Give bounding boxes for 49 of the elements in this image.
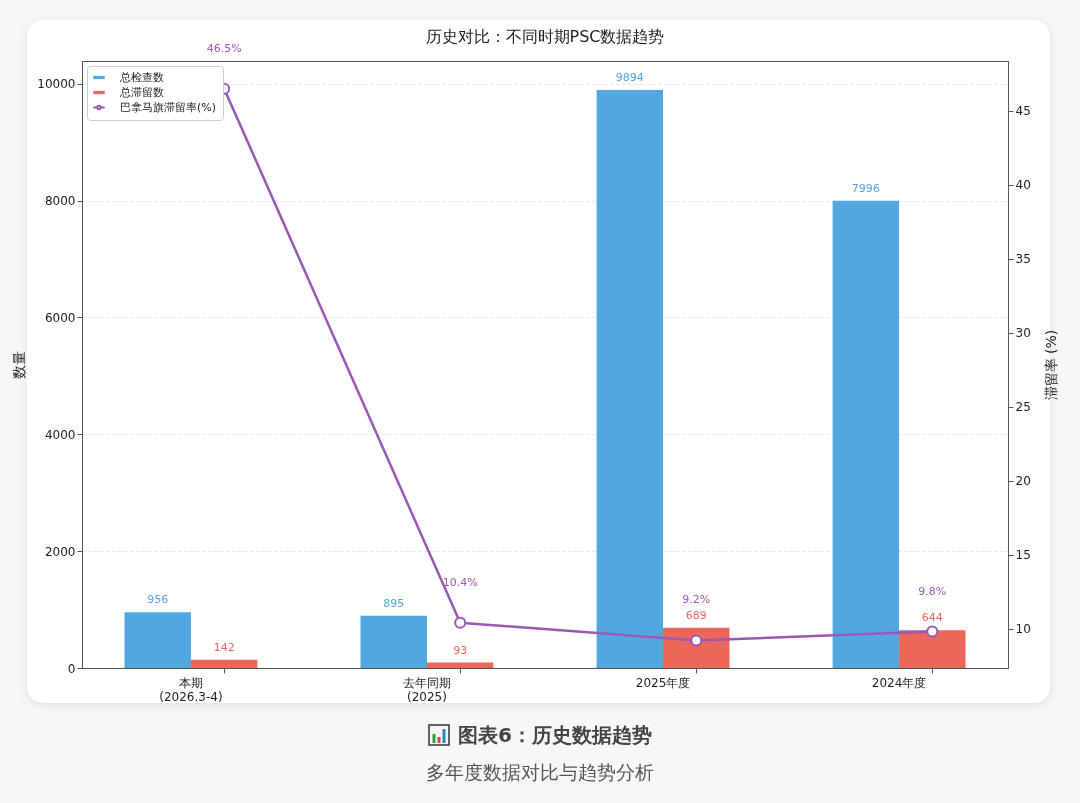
bar [596, 89, 664, 668]
data-label: 46.5% [206, 41, 242, 55]
x-tick-label: 2024年度 [871, 675, 927, 690]
y-tick-label: 10000 [37, 77, 76, 92]
y-tick-label: 6000 [44, 310, 76, 325]
text: 图表6：历史数据趋势 [458, 721, 652, 749]
bar [663, 627, 730, 668]
x-tick-label: 2025年度 [635, 675, 691, 690]
y-axis-title: 数量 [11, 351, 28, 379]
chart-title: 历史对比：不同时期PSC数据趋势 [425, 26, 665, 46]
y2-tick-label: 20 [1015, 474, 1031, 489]
bar [124, 612, 191, 668]
y-tick-label: 4000 [44, 427, 76, 442]
y-tick-label: 0 [67, 661, 76, 676]
y2-tick-label: 25 [1015, 400, 1031, 415]
data-label: 689 [685, 608, 707, 622]
point [690, 634, 703, 647]
data-label: 9.2% [682, 593, 711, 607]
bar [832, 200, 900, 668]
y2-tick-label: 45 [1015, 104, 1031, 119]
bar [360, 615, 427, 668]
data-label: 644 [921, 611, 943, 625]
text: 多年度数据对比与趋势分析 [426, 761, 654, 783]
data-label: 9.8% [918, 584, 947, 598]
bar [190, 659, 258, 668]
y2-tick-label: 30 [1015, 326, 1031, 341]
y2-tick-label: 40 [1015, 178, 1031, 193]
data-label: 142 [213, 640, 235, 654]
y2-tick-label: 10 [1015, 622, 1031, 637]
bar [899, 630, 966, 668]
data-label: 93 [453, 643, 468, 657]
legend-label: 总滞留数 [119, 85, 164, 99]
x-tick-label: 本期 (2026.3-4) [159, 675, 223, 704]
point [926, 625, 939, 638]
bar [426, 662, 494, 668]
y-tick-label: 8000 [44, 194, 76, 209]
y-tick-label: 2000 [44, 544, 76, 559]
y2-tick-label: 35 [1015, 252, 1031, 267]
data-label: 9894 [615, 70, 644, 84]
y2-tick-label: 15 [1015, 548, 1031, 563]
data-label: 7996 [851, 181, 880, 195]
data-label: 895 [383, 596, 405, 610]
data-label: 956 [147, 593, 169, 607]
data-label: 10.4% [442, 575, 478, 589]
legend-label: 巴拿马旗滞留率(%) [120, 100, 217, 114]
x-tick-label: 去年同期 (2025) [402, 675, 451, 704]
y2-axis-title: 滞留率 (%) [1042, 329, 1059, 401]
legend-label: 总检查数 [119, 70, 164, 84]
point [454, 616, 467, 629]
